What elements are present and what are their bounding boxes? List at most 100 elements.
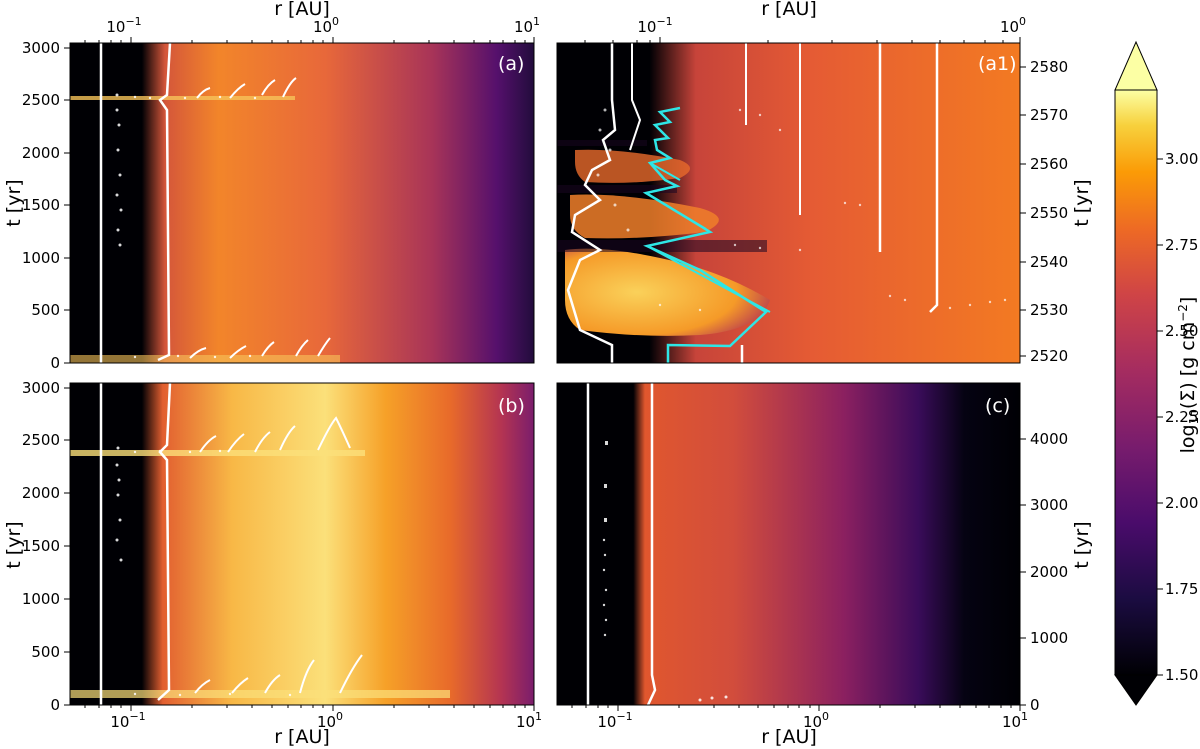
panel-b-heatmap [70, 383, 534, 705]
y-tick-label: 2000 [22, 144, 60, 162]
colorbar-tick-label: 3.00 [1165, 150, 1198, 168]
colorbar-ticks: 1.50 1.75 2.00 2.25 2.50 2.75 3.00 [1157, 150, 1198, 684]
colorbar-tick-label: 1.50 [1165, 666, 1198, 684]
panel-a-contour-arc [196, 87, 211, 99]
y-tick-label: 2500 [22, 431, 60, 449]
y-tick-label: 3000 [22, 39, 60, 57]
y-tick-label: 2000 [22, 484, 60, 502]
panel-a1-label: (a1) [978, 53, 1017, 75]
panel-b-contour-arc [231, 677, 249, 694]
panel-c-particles [602, 441, 728, 702]
panel-a1-dark-band [557, 140, 647, 146]
colorbar-extend-bottom [1114, 674, 1158, 706]
panel-b-contour-arc [317, 416, 351, 451]
x-tick-label: 10−1 [106, 15, 141, 36]
panel-b-contour-arc [279, 425, 296, 451]
panel-a-contour-arc [229, 345, 247, 359]
panel-a1-yticks-right: 2520 2530 2540 2550 2560 2570 2580 [1020, 58, 1068, 365]
colorbar: 1.50 1.75 2.00 2.25 2.50 2.75 3.00 log10… [1114, 40, 1200, 706]
panel-b-particles [115, 446, 292, 697]
panel-c-ylabel: t [yr] [1071, 521, 1093, 568]
panel-a1-dark-band [557, 185, 677, 193]
x-tick-label: 100 [1000, 15, 1026, 36]
panel-b-contour-arc [339, 654, 363, 694]
x-tick-label: 101 [516, 710, 542, 731]
panel-a1-ylabel: t [yr] [1071, 179, 1093, 226]
y-tick-label: 1500 [22, 537, 60, 555]
panel-b-xlabel: r [AU] [274, 726, 330, 748]
panel-a-particles [115, 93, 257, 359]
panel-b-contour-arc [194, 679, 211, 694]
panel-b-contour-arc [227, 433, 245, 453]
panel-a1: (a1) 2520 2530 2540 2550 2560 2570 2580 … [556, 0, 1093, 365]
panel-a-contour [157, 43, 172, 362]
panel-b-label: (b) [498, 395, 525, 417]
y-tick-label: 4000 [1030, 430, 1068, 448]
panel-a-contour-arc [317, 337, 331, 357]
panel-c-xlabel: r [AU] [761, 726, 817, 748]
y-tick-label: 1000 [22, 249, 60, 267]
panel-a-frame [69, 42, 535, 364]
y-tick-label: 1000 [22, 590, 60, 608]
panel-a-xlabel: r [AU] [274, 0, 330, 20]
y-tick-label: 2000 [1030, 563, 1068, 581]
panel-c: (c) 0 1000 2000 3000 4000 t [yr] 10−1 10… [556, 382, 1093, 748]
panel-a1-particles [596, 108, 1007, 312]
y-tick-label: 3000 [1030, 496, 1068, 514]
y-tick-label: 0 [50, 354, 60, 372]
panel-a1-cyan-contour [649, 162, 681, 181]
panel-a1-white-contour [629, 43, 642, 151]
panel-b-contour-arc [199, 435, 217, 453]
panel-a-ylabel: t [yr] [3, 179, 25, 226]
panel-b-contour-arc [254, 431, 271, 453]
colorbar-gradient [1114, 89, 1158, 676]
panel-c-label: (c) [985, 395, 1010, 417]
panel-a-outburst-band [70, 96, 295, 100]
colorbar-tick-label: 1.75 [1165, 580, 1198, 598]
panel-b-contour [157, 383, 172, 701]
x-tick-label: 10−1 [637, 15, 672, 36]
colorbar-extend-top [1114, 40, 1158, 91]
panel-a-yticks: 0 500 1000 1500 2000 2500 3000 [22, 39, 70, 372]
panel-b-outburst-band [70, 690, 450, 698]
panel-a1-blob [565, 248, 770, 336]
panel-b-contour-arc [299, 659, 315, 694]
y-tick-label: 2580 [1030, 58, 1068, 76]
x-tick-label: 101 [1002, 710, 1028, 731]
panel-a1-dark-band [557, 240, 767, 252]
panel-c-yticks-right: 0 1000 2000 3000 4000 [1020, 430, 1068, 714]
y-tick-label: 2560 [1030, 155, 1068, 173]
y-tick-label: 3000 [22, 379, 60, 397]
panel-a-label: (a) [498, 53, 524, 75]
y-tick-label: 2520 [1030, 347, 1068, 365]
panel-a: (a) 0 500 1000 1500 2000 2500 3000 t [yr… [3, 0, 540, 372]
y-tick-label: 2570 [1030, 106, 1068, 124]
colorbar-label: log10(Σ) [g cm−2] [1176, 297, 1200, 454]
x-tick-label: 101 [514, 15, 540, 36]
y-tick-label: 1000 [1030, 629, 1068, 647]
panel-a-contour-arc [282, 77, 297, 98]
panel-a-contour-arc [229, 83, 246, 99]
panel-b-yticks: 0 500 1000 1500 2000 2500 3000 [22, 379, 70, 714]
panel-b-frame [69, 382, 535, 706]
y-tick-label: 0 [50, 696, 60, 714]
panel-b: (b) 0 500 1000 1500 2000 2500 3000 t [yr… [3, 379, 542, 748]
x-tick-label: 10−1 [597, 710, 632, 731]
panel-a1-xlabel: r [AU] [761, 0, 817, 20]
colorbar-tick-label: 2.25 [1165, 408, 1198, 426]
panel-c-heatmap [557, 383, 1020, 705]
x-tick-label: 10−1 [110, 710, 145, 731]
panel-b-ylabel: t [yr] [3, 521, 25, 568]
colorbar-tick-label: 2.00 [1165, 494, 1198, 512]
y-tick-label: 2540 [1030, 253, 1068, 271]
y-tick-label: 2550 [1030, 204, 1068, 222]
panel-a1-white-contour [929, 43, 939, 313]
y-tick-label: 500 [31, 643, 60, 661]
panel-a1-cyan-contour [646, 245, 771, 313]
panel-a-outburst-band [70, 355, 340, 363]
colorbar-tick-label: 2.50 [1165, 322, 1198, 340]
panel-a-contour-arc [189, 347, 207, 359]
y-tick-label: 500 [31, 301, 60, 319]
panel-a-contour-arc [295, 339, 309, 357]
